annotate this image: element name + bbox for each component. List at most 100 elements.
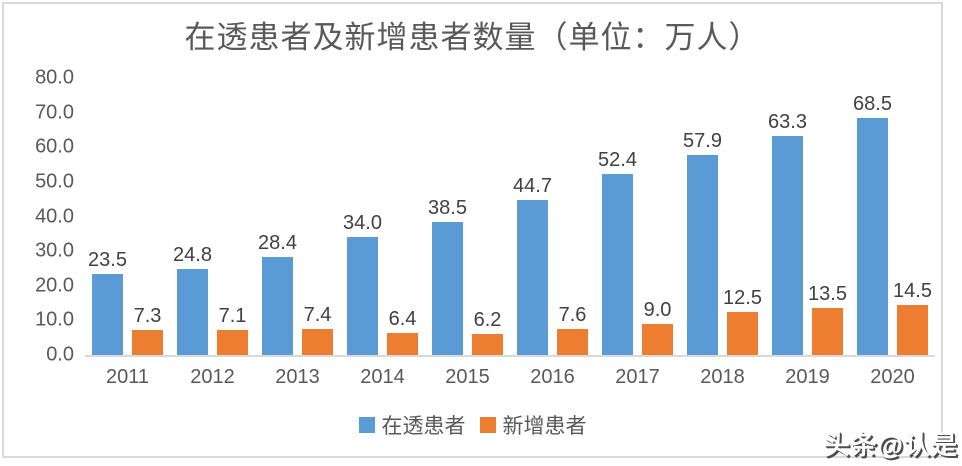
bar-group-2019: 63.3 13.5	[765, 78, 850, 355]
legend: 在透患者 新增患者	[0, 410, 945, 440]
x-tick-label: 2013	[275, 366, 320, 388]
bar-series2	[302, 329, 333, 355]
bar-series2	[642, 323, 673, 355]
plot-area: 23.5 7.3 24.8 7.1 28.4 7.4 34.0 6.4 38.5 6.2 44.7 7…	[85, 78, 935, 357]
x-tick-label: 2017	[615, 366, 660, 388]
bar-series2	[132, 329, 163, 355]
legend-label-series1: 在透患者	[381, 414, 466, 438]
x-tick-label: 2018	[700, 366, 745, 388]
x-tick-label: 2019	[785, 366, 830, 388]
x-tick-label: 2020	[870, 366, 915, 388]
y-tick-label: 10.0	[35, 308, 74, 331]
y-tick-label: 70.0	[35, 101, 74, 124]
bar-wrap: 13.5	[808, 78, 847, 355]
x-axis: 2011 2012 2013 2014 2015 2016 2017 2018 2019 2020	[85, 366, 935, 389]
data-label: 12.5	[723, 286, 762, 309]
bar-series1	[177, 269, 208, 355]
data-label: 7.4	[303, 304, 332, 327]
data-label: 63.3	[768, 110, 807, 133]
bar-series1	[432, 221, 463, 355]
data-label: 7.6	[558, 303, 587, 326]
bar-wrap: 24.8	[173, 78, 212, 355]
bar-wrap: 63.3	[768, 78, 807, 355]
bar-wrap: 7.3	[132, 78, 163, 355]
bar-group-2012: 24.8 7.1	[170, 78, 255, 355]
bar-wrap: 7.4	[302, 78, 333, 355]
bar-series2	[387, 332, 418, 355]
watermark: 头条@认是	[823, 430, 958, 460]
bar-wrap: 14.5	[893, 78, 932, 355]
bar-series1	[92, 273, 123, 355]
data-label: 57.9	[683, 129, 722, 152]
data-label: 14.5	[893, 279, 932, 302]
bar-wrap: 28.4	[258, 78, 297, 355]
bar-wrap: 34.0	[343, 78, 382, 355]
bar-wrap: 38.5	[428, 78, 467, 355]
legend-item-series2: 新增患者	[479, 410, 587, 440]
x-tick-label: 2014	[360, 366, 405, 388]
x-tick-label: 2012	[190, 366, 235, 388]
bar-group-2016: 44.7 7.6	[510, 78, 595, 355]
bar-series1	[602, 173, 633, 355]
y-tick-label: 60.0	[35, 135, 74, 158]
data-label: 6.4	[388, 307, 417, 330]
data-label: 7.3	[133, 304, 162, 327]
y-axis: 80.0 70.0 60.0 50.0 40.0 30.0 20.0 10.0 0.0	[0, 67, 74, 366]
data-label: 23.5	[88, 248, 127, 271]
bar-series2	[472, 333, 503, 355]
bar-series2	[557, 328, 588, 355]
data-label: 6.2	[473, 308, 502, 331]
bar-wrap: 6.4	[387, 78, 418, 355]
chart-title: 在透患者及新增患者数量（单位：万人）	[184, 20, 761, 56]
bar-series1	[857, 117, 888, 355]
bar-group-2014: 34.0 6.4	[340, 78, 425, 355]
data-label: 38.5	[428, 196, 467, 219]
bar-wrap: 57.9	[683, 78, 722, 355]
bar-wrap: 52.4	[598, 78, 637, 355]
bar-series1	[347, 237, 378, 355]
bar-group-2018: 57.9 12.5	[680, 78, 765, 355]
y-tick-label: 0.0	[46, 343, 74, 366]
y-tick-label: 80.0	[35, 66, 74, 89]
bar-series2	[217, 330, 248, 355]
y-tick-label: 50.0	[35, 170, 74, 193]
bar-group-2013: 28.4 7.4	[255, 78, 340, 355]
bar-wrap: 23.5	[88, 78, 127, 355]
legend-item-series1: 在透患者	[358, 410, 466, 440]
x-tick-label: 2015	[445, 366, 490, 388]
bar-group-2011: 23.5 7.3	[85, 78, 170, 355]
legend-swatch-series2	[479, 417, 496, 433]
data-label: 9.0	[643, 298, 672, 321]
y-tick-label: 30.0	[35, 239, 74, 262]
legend-label-series2: 新增患者	[502, 414, 587, 438]
x-tick-label: 2011	[105, 366, 149, 388]
y-tick-label: 20.0	[35, 274, 74, 297]
data-label: 24.8	[173, 244, 212, 267]
bar-wrap: 9.0	[642, 78, 673, 355]
data-label: 44.7	[513, 175, 552, 198]
x-tick-label: 2016	[530, 366, 575, 388]
data-label: 34.0	[343, 212, 382, 235]
bar-group-2015: 38.5 6.2	[425, 78, 510, 355]
bar-group-2020: 68.5 14.5	[850, 78, 935, 355]
data-label: 68.5	[853, 92, 892, 115]
bar-series1	[772, 135, 803, 355]
bar-series1	[687, 154, 718, 355]
legend-swatch-series1	[358, 417, 375, 433]
bar-series2	[812, 308, 843, 355]
bar-series1	[262, 256, 293, 355]
y-tick-label: 40.0	[35, 205, 74, 227]
data-label: 52.4	[598, 148, 637, 171]
bar-wrap: 6.2	[472, 78, 503, 355]
bar-wrap: 12.5	[723, 78, 762, 355]
bar-wrap: 7.6	[557, 78, 588, 355]
bar-wrap: 7.1	[217, 78, 248, 355]
bar-series1	[517, 200, 548, 355]
bar-wrap: 44.7	[513, 78, 552, 355]
bar-series2	[897, 304, 928, 355]
bar-group-2017: 52.4 9.0	[595, 78, 680, 355]
data-label: 7.1	[218, 305, 247, 328]
data-label: 28.4	[258, 231, 297, 254]
bar-series2	[727, 311, 758, 355]
